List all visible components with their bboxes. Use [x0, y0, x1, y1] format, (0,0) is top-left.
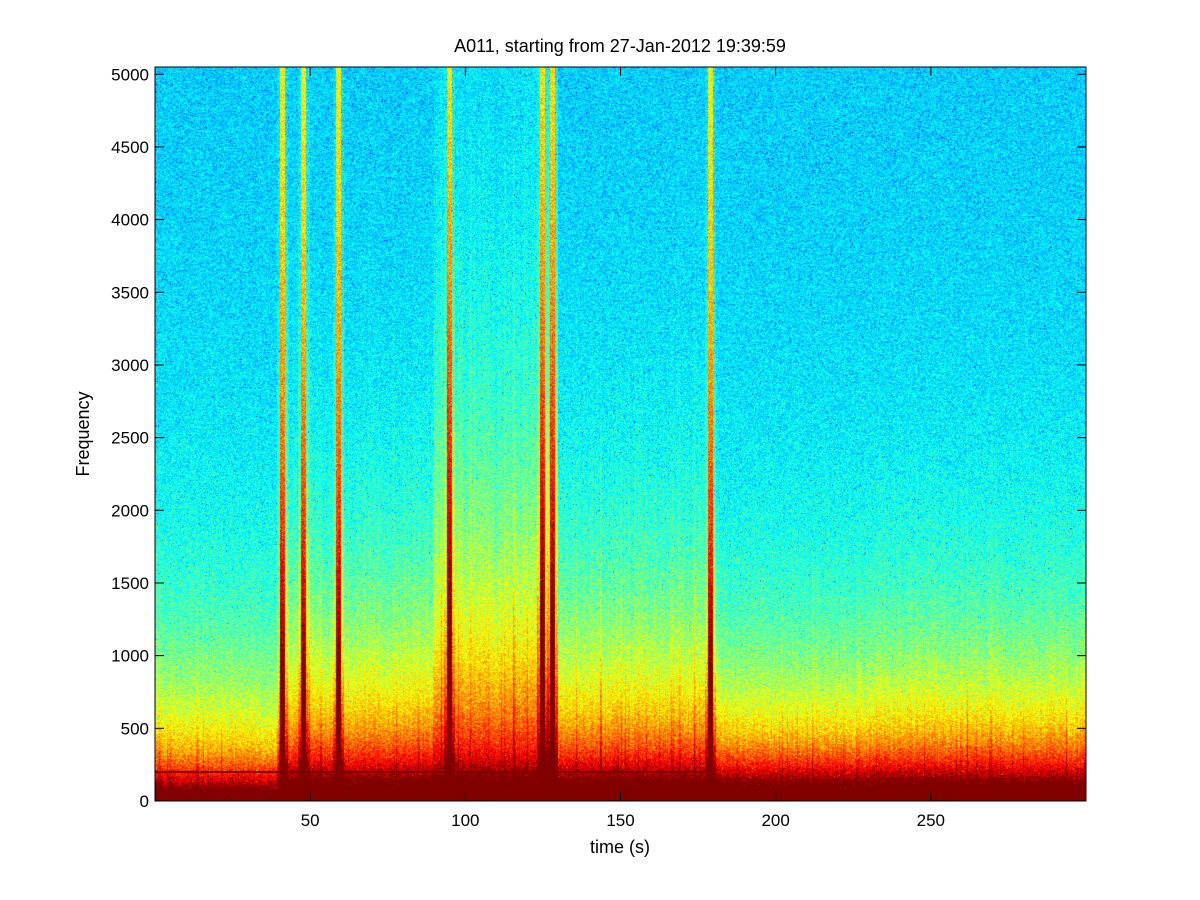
y-tick-label: 4500: [111, 138, 149, 157]
x-axis-ticks: 50 100 150 200 250: [301, 67, 945, 830]
x-tick-label: 100: [451, 811, 479, 830]
x-tick-label: 200: [761, 811, 789, 830]
y-tick-label: 3000: [111, 356, 149, 375]
x-tick-label: 50: [301, 811, 320, 830]
x-tick-label: 150: [606, 811, 634, 830]
y-tick-label: 1000: [111, 647, 149, 666]
y-tick-label: 500: [121, 719, 149, 738]
x-tick-label: 250: [917, 811, 945, 830]
y-tick-label: 2500: [111, 429, 149, 448]
x-axis-label: time (s): [590, 837, 650, 857]
chart-title: A011, starting from 27-Jan-2012 19:39:59: [454, 36, 786, 56]
spectrogram-image: [155, 67, 1086, 801]
y-tick-label: 0: [140, 792, 149, 811]
y-tick-label: 3500: [111, 283, 149, 302]
y-tick-label: 5000: [111, 65, 149, 84]
y-tick-label: 4000: [111, 211, 149, 230]
y-axis-ticks: 0 500 1000 1500 2000 2500 3000 3500 4000 4500 5000: [111, 65, 1086, 811]
y-tick-label: 2000: [111, 501, 149, 520]
y-axis-label: Frequency: [73, 391, 93, 476]
y-tick-label: 1500: [111, 574, 149, 593]
spectrogram-plot-area: [154, 66, 1087, 802]
